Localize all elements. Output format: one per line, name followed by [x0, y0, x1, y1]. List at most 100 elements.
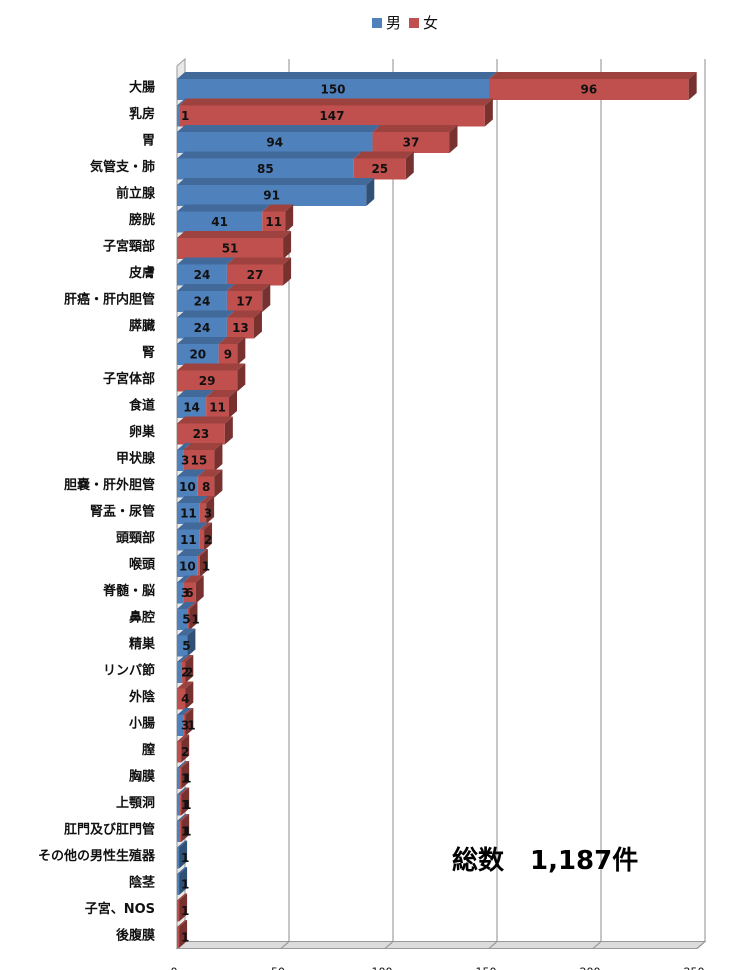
bar-female-top: [183, 708, 194, 715]
bar-female-side: [185, 655, 194, 683]
category-label: 外陰: [128, 689, 156, 705]
x-tick-label: 200: [580, 966, 601, 970]
plot-back-wall: [185, 59, 705, 942]
bar-male-top: [177, 549, 206, 556]
bar-female-side: [181, 814, 190, 842]
legend-item-female: 女: [409, 12, 438, 33]
data-label-male: 1: [181, 109, 189, 123]
data-label-female: 3: [204, 507, 212, 521]
bar-male: [177, 529, 200, 551]
bar-female-top: [206, 390, 237, 397]
bar-female-top: [179, 98, 493, 106]
bar-male-top: [177, 98, 188, 106]
bar-male-top: [177, 284, 235, 291]
bar-male-top: [177, 469, 206, 477]
data-label-female: 1: [191, 613, 199, 627]
data-label-female: 1: [183, 798, 191, 812]
bar-female: [489, 79, 689, 100]
bar-female: [181, 662, 186, 683]
bar-female-side: [229, 390, 237, 418]
category-label: 胸膜: [129, 769, 155, 785]
x-tick-label: 50: [271, 966, 285, 970]
bar-female: [183, 582, 196, 604]
data-label-male: 85: [257, 162, 274, 176]
category-label: 膵臓: [129, 318, 155, 334]
gridline-floor: [696, 941, 706, 949]
category-label: 肝癌・肝内胆管: [64, 292, 155, 308]
bar-female-top: [226, 284, 271, 291]
data-label-female: 25: [371, 162, 388, 176]
category-label: 陰茎: [129, 875, 155, 891]
category-label: 膀胱: [128, 212, 155, 228]
bar-male: [177, 79, 489, 100]
gridline-floor: [280, 941, 290, 949]
x-tick-label: 0: [171, 966, 178, 970]
bar-female-side: [262, 284, 271, 312]
bar-female: [177, 688, 186, 710]
bar-male-top: [177, 867, 188, 874]
data-label-male: 5: [182, 639, 190, 653]
bar-female: [226, 317, 254, 339]
legend: 男 女: [372, 12, 438, 33]
data-label-male: 10: [179, 560, 196, 574]
bar-male: [177, 317, 227, 339]
bar-female-top: [262, 204, 294, 212]
data-label-female: 9: [224, 348, 232, 362]
bar-female-top: [372, 125, 458, 132]
bar-female-side: [224, 416, 233, 445]
bar-female-top: [179, 761, 190, 768]
data-label-female: 29: [199, 374, 216, 388]
category-label: 卵巣: [129, 424, 156, 440]
data-label-female: 11: [209, 401, 226, 415]
bar-male: [177, 662, 182, 683]
bar-female: [187, 609, 190, 630]
bar-male-top: [177, 443, 192, 450]
bar-female-side: [181, 761, 190, 789]
bar-female-top: [183, 575, 204, 583]
category-label: リンパ節: [103, 663, 155, 679]
bar-female: [177, 741, 182, 763]
category-label: 子宮頸部: [103, 239, 155, 255]
data-label-female: 13: [232, 321, 249, 335]
bar-female: [179, 105, 485, 127]
bar-male: [177, 476, 198, 498]
bar-male-top: [177, 151, 362, 159]
bar-male: [177, 874, 180, 895]
bar-male-top: [177, 204, 271, 212]
bar-male-side: [187, 628, 196, 657]
data-label-female: 6: [185, 586, 193, 600]
category-label: 脊髄・脳: [102, 583, 155, 599]
bar-female: [226, 264, 284, 286]
bar-female-top: [197, 469, 223, 477]
data-label-male: 24: [194, 268, 211, 282]
legend-swatch-male: [372, 17, 382, 28]
data-label-female: 15: [190, 454, 207, 468]
data-label-male: 1: [181, 772, 189, 786]
bar-female-top: [179, 814, 190, 821]
bar-female-side: [449, 125, 458, 153]
gridline-floor: [488, 941, 498, 949]
data-label-female: 27: [247, 268, 264, 282]
category-label: 喉頭: [129, 557, 156, 573]
bar-male: [177, 503, 200, 524]
bar-female-top: [179, 787, 190, 795]
legend-label-male: 男: [386, 14, 402, 32]
bar-female: [177, 900, 180, 922]
category-label: 乳房: [129, 106, 155, 122]
bar-female-side: [214, 443, 223, 471]
data-label-male: 3: [181, 454, 189, 468]
bar-female: [179, 794, 182, 816]
legend-item-male: 男: [372, 12, 401, 33]
category-label: 甲状腺: [116, 451, 156, 467]
bar-female-side: [204, 522, 213, 551]
bar-male: [177, 397, 207, 418]
total-annotation: 総数 1,187件: [452, 846, 639, 876]
legend-label-female: 女: [423, 14, 439, 32]
bar-male-top: [177, 575, 192, 583]
data-label-female: 2: [185, 666, 193, 680]
data-label-male: 1: [181, 878, 189, 892]
bar-male: [177, 768, 180, 789]
data-label-female: 2: [204, 533, 212, 547]
bar-female: [372, 132, 450, 153]
